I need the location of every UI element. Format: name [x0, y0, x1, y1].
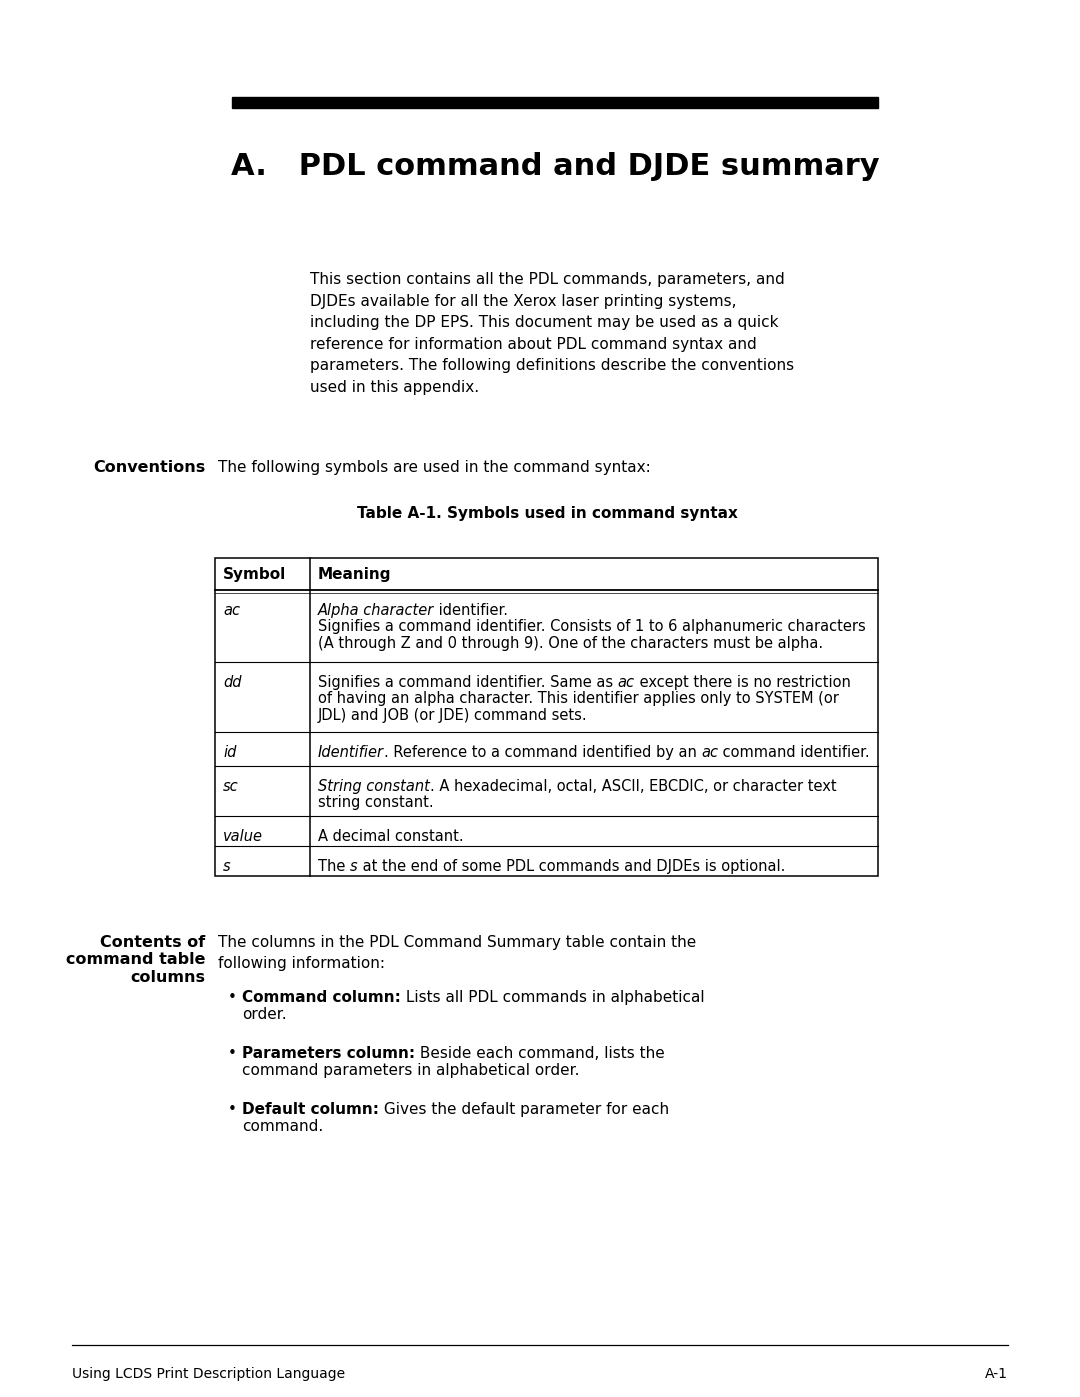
Text: Symbol: Symbol — [222, 567, 286, 581]
Text: Lists all PDL commands in alphabetical: Lists all PDL commands in alphabetical — [401, 990, 704, 1004]
Text: Signifies a command identifier. Consists of 1 to 6 alphanumeric characters: Signifies a command identifier. Consists… — [318, 619, 866, 634]
Text: command parameters in alphabetical order.: command parameters in alphabetical order… — [242, 1063, 580, 1078]
Text: Default column:: Default column: — [242, 1102, 379, 1118]
Text: s: s — [350, 859, 357, 875]
Text: Identifier: Identifier — [318, 745, 384, 760]
Text: Conventions: Conventions — [93, 460, 205, 475]
Text: JDL) and JOB (or JDE) command sets.: JDL) and JOB (or JDE) command sets. — [318, 708, 588, 724]
Text: Gives the default parameter for each: Gives the default parameter for each — [379, 1102, 670, 1118]
Text: Signifies a command identifier. Same as: Signifies a command identifier. Same as — [318, 675, 618, 690]
Text: except there is no restriction: except there is no restriction — [635, 675, 851, 690]
Text: command identifier.: command identifier. — [718, 745, 870, 760]
Text: Beside each command, lists the: Beside each command, lists the — [415, 1046, 665, 1060]
Text: . A hexadecimal, octal, ASCII, EBCDIC, or character text: . A hexadecimal, octal, ASCII, EBCDIC, o… — [430, 780, 837, 793]
Text: Table A-1. Symbols used in command syntax: Table A-1. Symbols used in command synta… — [356, 506, 738, 521]
Text: command.: command. — [242, 1119, 323, 1134]
Text: Parameters column:: Parameters column: — [242, 1046, 415, 1060]
Bar — [232, 96, 878, 108]
Text: The following symbols are used in the command syntax:: The following symbols are used in the co… — [218, 460, 651, 475]
Text: The: The — [318, 859, 350, 875]
Text: id: id — [222, 745, 237, 760]
Text: identifier.: identifier. — [434, 604, 509, 617]
Text: Using LCDS Print Description Language: Using LCDS Print Description Language — [72, 1368, 346, 1382]
Text: Alpha character: Alpha character — [318, 604, 434, 617]
Text: s: s — [222, 859, 231, 875]
Text: Command column:: Command column: — [242, 990, 401, 1004]
Text: ac: ac — [222, 604, 240, 617]
Text: String constant: String constant — [318, 780, 430, 793]
Text: The columns in the PDL Command Summary table contain the
following information:: The columns in the PDL Command Summary t… — [218, 935, 697, 971]
Text: •: • — [228, 1046, 237, 1060]
Text: A.   PDL command and DJDE summary: A. PDL command and DJDE summary — [231, 152, 879, 182]
Text: A-1: A-1 — [985, 1368, 1008, 1382]
Text: •: • — [228, 1102, 237, 1118]
Text: of having an alpha character. This identifier applies only to SYSTEM (or: of having an alpha character. This ident… — [318, 692, 839, 707]
Text: Meaning: Meaning — [318, 567, 391, 581]
Text: at the end of some PDL commands and DJDEs is optional.: at the end of some PDL commands and DJDE… — [357, 859, 785, 875]
Text: Contents of
command table
columns: Contents of command table columns — [66, 935, 205, 985]
Text: •: • — [228, 990, 237, 1004]
Text: value: value — [222, 828, 264, 844]
Text: ac: ac — [702, 745, 718, 760]
Text: string constant.: string constant. — [318, 795, 434, 810]
Text: dd: dd — [222, 675, 242, 690]
Text: order.: order. — [242, 1007, 286, 1023]
Text: (A through Z and 0 through 9). One of the characters must be alpha.: (A through Z and 0 through 9). One of th… — [318, 636, 823, 651]
Text: . Reference to a command identified by an: . Reference to a command identified by a… — [384, 745, 702, 760]
Bar — [215, 557, 878, 876]
Text: This section contains all the PDL commands, parameters, and
DJDEs available for : This section contains all the PDL comman… — [310, 272, 794, 395]
Text: ac: ac — [618, 675, 635, 690]
Text: A decimal constant.: A decimal constant. — [318, 828, 463, 844]
Text: sc: sc — [222, 780, 239, 793]
